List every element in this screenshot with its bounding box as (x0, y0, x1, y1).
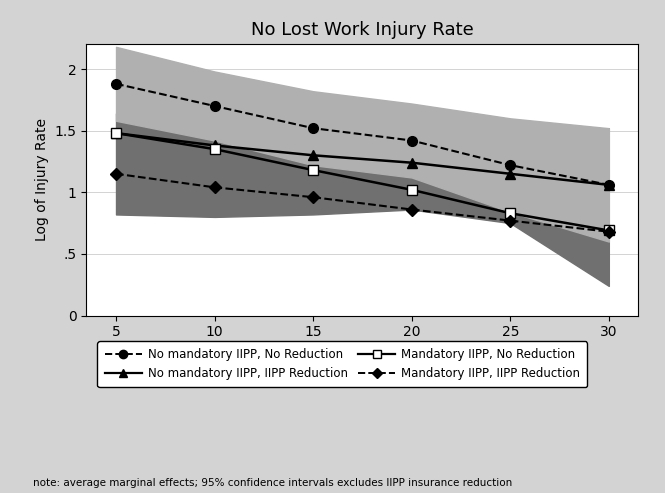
Text: note: average marginal effects; 95% confidence intervals excludes IIPP insurance: note: average marginal effects; 95% conf… (33, 478, 513, 488)
Title: No Lost Work Injury Rate: No Lost Work Injury Rate (251, 21, 473, 38)
Legend: No mandatory IIPP, No Reduction, No mandatory IIPP, IIPP Reduction, Mandatory II: No mandatory IIPP, No Reduction, No mand… (98, 341, 587, 387)
X-axis label: Percent Union: Percent Union (309, 345, 416, 360)
Y-axis label: Log of Injury Rate: Log of Injury Rate (35, 118, 49, 242)
